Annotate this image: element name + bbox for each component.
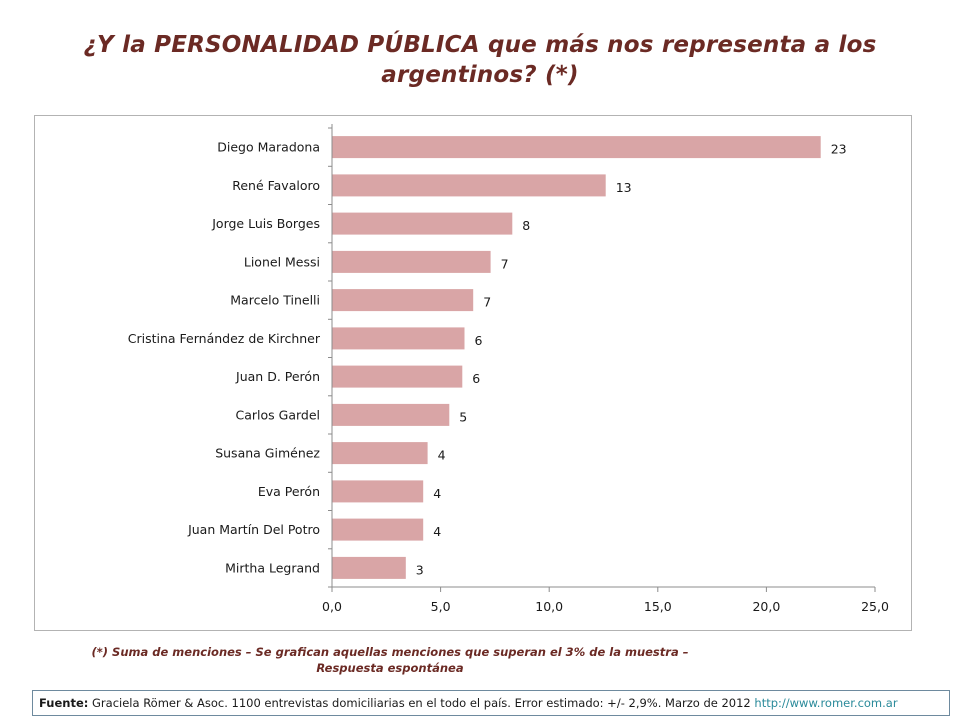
- data-label: 7: [483, 295, 491, 310]
- data-label: 8: [522, 218, 530, 233]
- category-label: Juan Martín Del Potro: [187, 522, 320, 537]
- x-tick-label: 15,0: [644, 599, 672, 614]
- source-url-link[interactable]: http://www.romer.com.ar: [754, 696, 898, 710]
- x-tick-label: 0,0: [322, 599, 342, 614]
- chart-footnote: (*) Suma de menciones – Se grafican aque…: [30, 644, 750, 676]
- data-label: 6: [472, 371, 480, 386]
- x-tick-label: 10,0: [535, 599, 563, 614]
- bar: [332, 442, 428, 465]
- bar: [332, 174, 606, 197]
- data-label: 4: [438, 448, 446, 463]
- category-label: Susana Giménez: [215, 446, 320, 461]
- footnote-line-2: Respuesta espontánea: [316, 661, 464, 675]
- category-label: Diego Maradona: [217, 140, 320, 155]
- bar: [332, 289, 474, 312]
- bar: [332, 480, 424, 503]
- source-box: Fuente: Graciela Römer & Asoc. 1100 entr…: [32, 690, 950, 716]
- category-label: Carlos Gardel: [236, 407, 321, 422]
- bar-chart: Diego Maradona 23 René Favaloro 13 Jorge Lui…: [128, 124, 889, 614]
- bar: [332, 556, 406, 579]
- bar: [332, 403, 450, 426]
- data-label: 4: [433, 524, 441, 539]
- x-tick-label: 25,0: [861, 599, 889, 614]
- data-label: 3: [416, 562, 424, 577]
- x-tick-label: 5,0: [431, 599, 451, 614]
- category-label: Juan D. Perón: [235, 369, 320, 384]
- bar: [332, 365, 463, 388]
- footnote-line-1: (*) Suma de menciones – Se grafican aque…: [91, 645, 689, 659]
- bar: [332, 136, 821, 159]
- chart-title: ¿Y la PERSONALIDAD PÚBLICA que más nos r…: [83, 32, 877, 88]
- x-tick-label: 20,0: [752, 599, 780, 614]
- category-label: Marcelo Tinelli: [230, 293, 320, 308]
- source-text: Graciela Römer & Asoc. 1100 entrevistas …: [88, 696, 755, 710]
- bar: [332, 212, 513, 235]
- category-label: Eva Perón: [258, 484, 320, 499]
- category-label: Cristina Fernández de Kirchner: [128, 331, 321, 346]
- bar: [332, 518, 424, 541]
- data-label: 7: [501, 256, 509, 271]
- category-label: Mirtha Legrand: [225, 560, 320, 575]
- bar: [332, 327, 465, 350]
- bar: [332, 250, 491, 273]
- data-label: 4: [433, 486, 441, 501]
- source-label: Fuente:: [39, 696, 89, 710]
- category-label: Jorge Luis Borges: [211, 216, 320, 231]
- data-label: 5: [459, 409, 467, 424]
- data-label: 13: [616, 180, 632, 195]
- chart-area: Diego Maradona 23 René Favaloro 13 Jorge Lui…: [34, 115, 912, 631]
- data-label: 6: [475, 333, 483, 348]
- category-label: René Favaloro: [232, 178, 320, 193]
- category-label: Lionel Messi: [244, 254, 320, 269]
- data-label: 23: [831, 142, 847, 157]
